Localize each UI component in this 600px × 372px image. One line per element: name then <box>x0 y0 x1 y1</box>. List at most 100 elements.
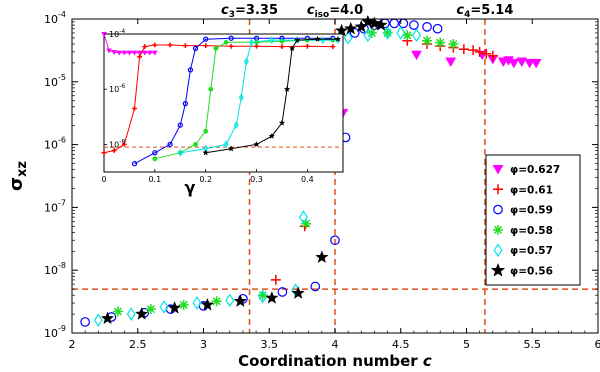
data-point <box>448 38 459 49</box>
data-point <box>396 26 406 40</box>
inset-point <box>334 35 342 42</box>
legend-marker-0-61 <box>493 184 503 195</box>
y-tick-label: 10-5 <box>44 73 66 89</box>
data-point <box>126 307 136 321</box>
inset-x-axis-label: γ <box>185 178 196 197</box>
legend-label-0-58: φ=0.58 <box>510 225 553 237</box>
inset-point <box>293 36 301 43</box>
inset-point <box>228 35 234 41</box>
inset-point <box>203 128 209 134</box>
legend: φ=0.627 φ=0.61 φ=0.59 φ=0.58 φ=0.57 φ=0.56 <box>485 154 581 286</box>
inset-point <box>203 36 209 42</box>
data-point <box>100 311 115 325</box>
data-point <box>366 27 377 38</box>
inset-series-0-61 <box>101 42 336 156</box>
legend-box <box>485 154 581 286</box>
y-tick-label: 10-4 <box>44 10 66 26</box>
inset-point <box>223 140 229 149</box>
data-point <box>330 235 340 246</box>
inset-point <box>202 149 210 156</box>
y-tick-label: 10-7 <box>44 198 66 214</box>
legend-marker-0-58 <box>493 224 503 235</box>
inset-point <box>279 38 285 44</box>
data-point <box>145 304 156 315</box>
x-tick-label: 6 <box>595 338 600 351</box>
data-point <box>257 290 268 301</box>
inset-point <box>192 45 199 52</box>
inset-point <box>121 142 127 147</box>
legend-label-0-57: φ=0.57 <box>510 245 553 257</box>
inset-point <box>177 150 183 156</box>
inset-point <box>243 57 249 66</box>
data-point <box>374 18 388 31</box>
x-tick-label: 2.5 <box>129 338 147 351</box>
data-point <box>382 27 393 38</box>
inset-chart: 0 0.1 0.2 0.3 0.4 10-8 10-6 10-4 γ <box>101 28 344 197</box>
inset-point <box>141 50 148 56</box>
inset-point <box>131 161 138 167</box>
data-point <box>265 291 279 304</box>
data-point <box>200 297 215 311</box>
inset-point <box>152 150 158 156</box>
inset-point <box>330 44 336 49</box>
data-point <box>411 50 422 61</box>
inset-point <box>136 50 143 56</box>
data-point <box>93 313 103 328</box>
inset-line <box>205 38 338 154</box>
inset-point <box>213 46 219 51</box>
data-point <box>270 274 281 285</box>
inset-point <box>288 44 296 52</box>
x-tick-label: 5.5 <box>524 338 542 351</box>
inset-point <box>111 50 118 56</box>
inset-point <box>131 50 138 56</box>
legend-marker-0-57 <box>493 243 503 258</box>
series-0-56 <box>100 14 388 325</box>
inset-point <box>167 141 173 148</box>
inset-point <box>152 156 158 162</box>
inset-point <box>208 86 214 92</box>
inset-point <box>227 145 235 152</box>
inset-point <box>132 106 137 111</box>
critical-annotation-3: c4=5.14 <box>456 3 513 20</box>
data-point <box>468 45 479 56</box>
inset-point <box>269 36 275 44</box>
data-point <box>233 294 248 307</box>
data-point <box>383 26 393 40</box>
y-tick-label: 10-9 <box>44 324 66 340</box>
inset-point <box>137 54 142 60</box>
inset-point <box>126 50 133 56</box>
inset-point <box>101 150 107 156</box>
data-point <box>315 250 329 264</box>
data-point <box>530 58 542 69</box>
inset-x-tick-label: 0.4 <box>301 175 314 184</box>
inset-point <box>238 93 244 102</box>
inset-point <box>248 38 254 47</box>
data-point <box>178 299 189 310</box>
y-axis-label: σxz <box>6 161 30 191</box>
inset-point <box>187 67 194 73</box>
inset-point <box>116 50 123 56</box>
critical-annotation-2: ciso=4.0 <box>307 3 363 20</box>
inset-point <box>121 50 128 56</box>
inset-point <box>167 42 173 48</box>
x-axis-label: Coordination number c <box>238 352 432 370</box>
data-point <box>343 31 353 45</box>
data-point <box>435 37 446 48</box>
inset-series-0-627 <box>101 31 158 56</box>
data-point <box>481 48 492 59</box>
inset-point <box>193 142 198 147</box>
y-tick-label: 10-6 <box>44 136 66 152</box>
inset-point <box>278 119 286 126</box>
inset-point <box>279 44 285 49</box>
inset-x-tick-label: 0 <box>101 175 106 184</box>
data-point <box>367 16 382 30</box>
data-point <box>474 46 485 57</box>
inset-point <box>305 43 310 49</box>
data-point <box>225 293 235 308</box>
data-point <box>422 21 432 32</box>
x-tick-label: 4.5 <box>392 338 410 351</box>
inset-point <box>177 122 183 128</box>
data-point <box>113 306 124 317</box>
inset-point <box>314 35 321 42</box>
